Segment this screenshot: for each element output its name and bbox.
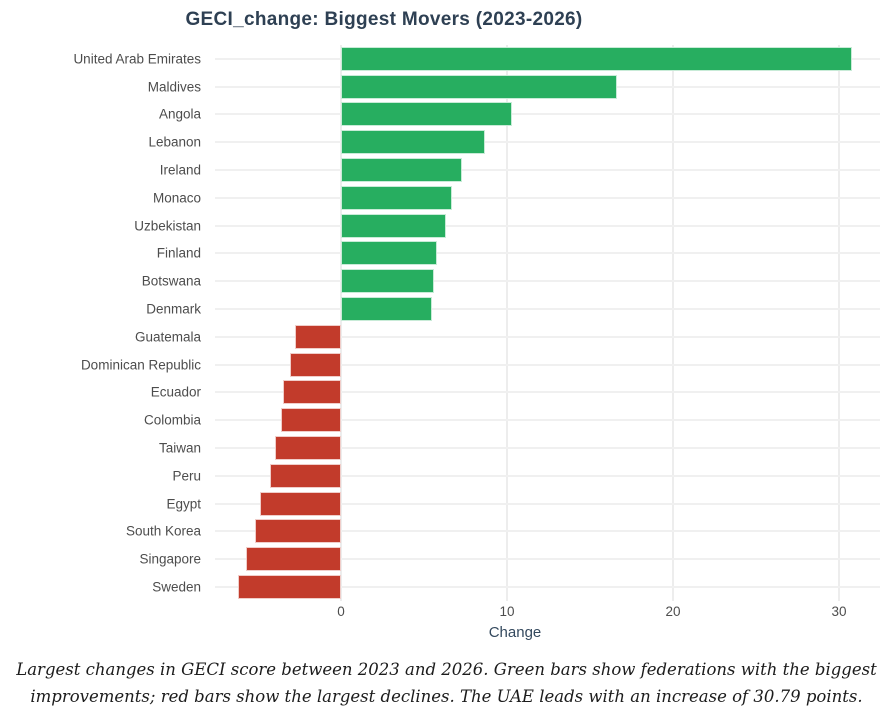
- chart-row: Colombia: [144, 406, 880, 434]
- h-gridline: [215, 169, 880, 172]
- chart-row: Monaco: [153, 184, 880, 212]
- h-gridline: [215, 502, 880, 505]
- category-label: Guatemala: [134, 329, 201, 345]
- negative-bar: [289, 352, 341, 377]
- positive-bar: [341, 213, 446, 238]
- x-axis-label: Change: [488, 624, 542, 641]
- negative-bar: [282, 380, 341, 405]
- category-label: Denmark: [146, 301, 201, 317]
- positive-bar: [341, 297, 433, 322]
- h-gridline: [215, 558, 880, 561]
- positive-bar: [341, 74, 617, 99]
- h-gridline: [215, 224, 880, 227]
- category-label: United Arab Emirates: [73, 51, 201, 67]
- category-label: Sweden: [152, 579, 201, 595]
- positive-bar: [341, 269, 434, 294]
- chart-row: Ecuador: [151, 379, 880, 407]
- negative-bar: [274, 436, 341, 461]
- chart-title: GECI_change: Biggest Movers (2023-2026): [185, 9, 583, 30]
- plot-panel: United Arab Emirates Maldives Angola Lebano…: [73, 45, 880, 601]
- chart-row: South Korea: [126, 518, 880, 546]
- chart-row: Singapore: [139, 545, 880, 573]
- category-label: Uzbekistan: [134, 218, 201, 234]
- positive-bar: [341, 46, 853, 71]
- caption-line-2: improvements; red bars show the largest …: [30, 687, 863, 706]
- category-label: Colombia: [143, 412, 201, 428]
- negative-bar: [254, 519, 341, 544]
- chart-row: Lebanon: [148, 128, 880, 156]
- v-gridline: [340, 45, 342, 601]
- h-gridline: [215, 447, 880, 450]
- h-gridline: [215, 196, 880, 199]
- category-label: Egypt: [166, 496, 201, 512]
- category-label: Lebanon: [148, 134, 201, 150]
- negative-bar: [259, 491, 341, 516]
- h-gridline: [215, 280, 880, 283]
- x-tick-label: 20: [665, 604, 681, 619]
- v-gridline: [672, 45, 674, 601]
- category-label: Finland: [156, 245, 201, 261]
- h-gridline: [215, 474, 880, 477]
- category-label: Singapore: [139, 551, 201, 567]
- negative-bar: [281, 408, 341, 433]
- chart-row: Maldives: [148, 73, 880, 101]
- positive-bar: [341, 130, 486, 155]
- chart-row: Sweden: [152, 573, 880, 601]
- h-gridline: [215, 391, 880, 394]
- positive-bar: [341, 185, 453, 210]
- category-label: Dominican Republic: [80, 357, 201, 373]
- category-label: Peru: [172, 468, 201, 484]
- category-label: Botswana: [141, 273, 201, 289]
- chart-row: Taiwan: [159, 434, 880, 462]
- h-gridline: [215, 530, 880, 533]
- negative-bar: [269, 463, 341, 488]
- positive-bar: [341, 241, 438, 266]
- chart-row: Guatemala: [135, 323, 880, 351]
- category-label: Ecuador: [150, 384, 201, 400]
- chart-row: Botswana: [142, 267, 880, 295]
- x-tick-label: 0: [337, 604, 345, 619]
- chart-row: Dominican Republic: [81, 351, 880, 379]
- chart-row: Angola: [159, 101, 880, 129]
- h-gridline: [215, 308, 880, 311]
- h-gridline: [215, 419, 880, 422]
- chart-row: Peru: [172, 462, 880, 490]
- category-label: Ireland: [159, 162, 201, 178]
- category-label: South Korea: [125, 523, 201, 539]
- positive-bar: [341, 102, 512, 127]
- negative-bar: [246, 547, 341, 572]
- x-tick-label: 30: [831, 604, 847, 619]
- x-tick-label: 10: [499, 604, 515, 619]
- chart-row: Denmark: [146, 295, 880, 323]
- chart-row: United Arab Emirates: [73, 45, 880, 73]
- positive-bar: [341, 158, 463, 183]
- figure-caption: Largest changes in GECI score between 20…: [0, 656, 893, 710]
- chart-row: Egypt: [166, 490, 880, 518]
- category-label: Maldives: [147, 79, 201, 95]
- caption-line-1: Largest changes in GECI score between 20…: [16, 660, 877, 679]
- h-gridline: [215, 335, 880, 338]
- chart-row: Uzbekistan: [134, 212, 880, 240]
- h-gridline: [215, 113, 880, 116]
- h-gridline: [215, 252, 880, 255]
- h-gridline: [215, 586, 880, 589]
- category-label: Angola: [158, 106, 201, 122]
- h-gridline: [215, 363, 880, 366]
- v-gridline: [506, 45, 508, 601]
- negative-bar: [294, 324, 341, 349]
- negative-bar: [238, 575, 341, 600]
- category-label: Monaco: [152, 190, 201, 206]
- category-label: Taiwan: [158, 440, 201, 456]
- chart-row: Ireland: [160, 156, 880, 184]
- chart-row: Finland: [157, 240, 880, 268]
- h-gridline: [215, 141, 880, 144]
- v-gridline: [838, 45, 840, 601]
